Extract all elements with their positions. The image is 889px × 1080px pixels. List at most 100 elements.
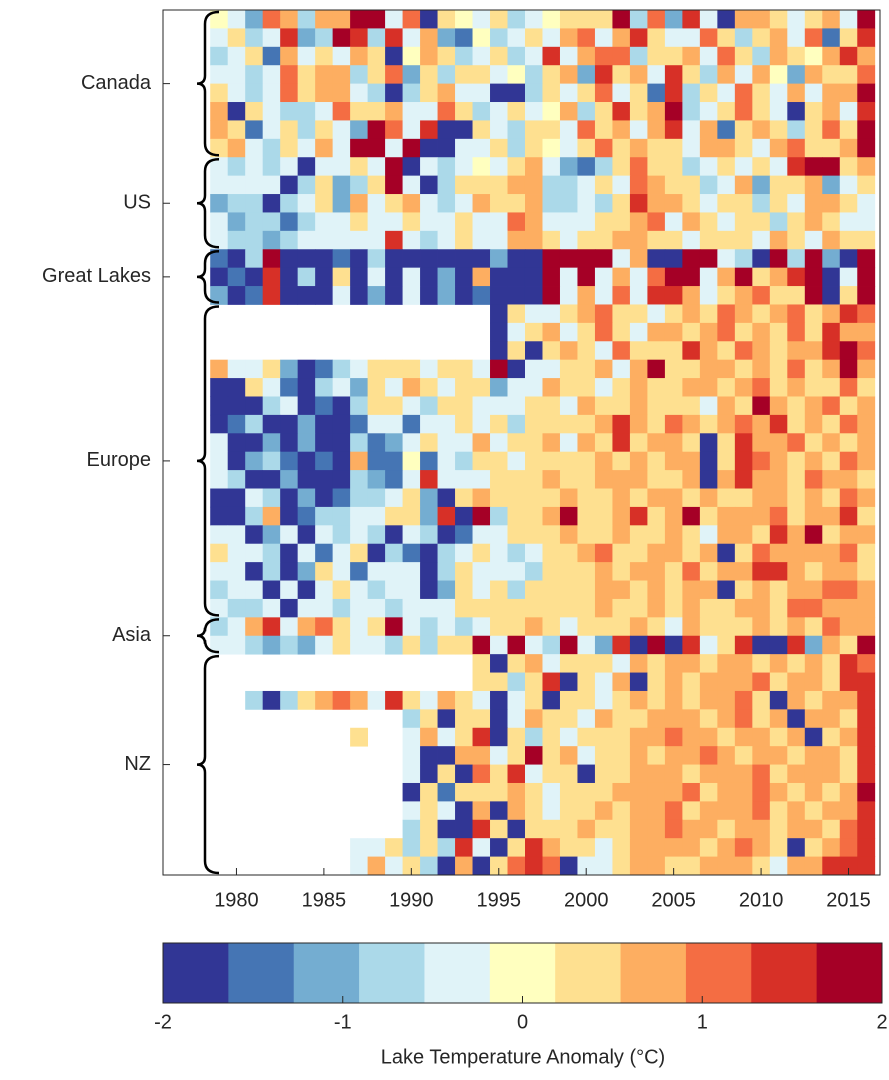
heat-cell xyxy=(857,83,876,103)
heat-cell xyxy=(559,782,578,802)
heat-cell xyxy=(420,194,438,213)
heat-cell xyxy=(822,672,841,692)
heat-cell xyxy=(297,83,316,103)
heat-cell xyxy=(682,249,701,269)
heat-cell xyxy=(594,764,613,784)
heat-cell xyxy=(297,470,316,489)
heat-cell xyxy=(734,212,753,232)
heat-cell xyxy=(804,433,823,453)
heat-cell xyxy=(787,782,806,802)
heat-cell xyxy=(332,470,351,489)
heat-cell xyxy=(542,746,561,765)
heat-cell xyxy=(734,120,753,140)
heat-cell xyxy=(245,635,264,655)
heat-cell xyxy=(839,286,858,305)
heat-cell xyxy=(437,267,456,287)
heat-cell xyxy=(455,194,473,213)
heat-cell xyxy=(210,488,229,508)
heat-cell xyxy=(769,286,788,305)
heat-cell xyxy=(385,488,403,508)
heat-cell xyxy=(420,746,438,765)
heat-cell xyxy=(699,249,718,269)
heat-cell xyxy=(262,488,281,508)
heat-cell xyxy=(612,10,631,29)
heat-cell xyxy=(245,175,264,195)
heat-cell xyxy=(612,635,631,655)
heat-cell xyxy=(787,598,806,618)
heat-cell xyxy=(350,65,369,85)
heat-cell xyxy=(245,378,264,397)
heat-cell xyxy=(769,230,788,250)
heat-cell xyxy=(822,341,841,361)
colorbar-swatch xyxy=(424,943,491,1003)
x-tick-label: 1980 xyxy=(214,889,259,911)
heat-cell xyxy=(402,838,421,857)
heat-cell xyxy=(559,414,578,434)
heat-cell xyxy=(455,230,473,250)
heat-cell xyxy=(734,672,753,692)
heat-cell xyxy=(717,286,736,305)
heat-cell xyxy=(804,782,823,802)
heat-cell xyxy=(577,65,596,85)
heat-cell xyxy=(455,451,473,471)
heat-cell xyxy=(612,230,631,250)
heat-cell xyxy=(577,598,596,618)
heat-cell xyxy=(629,562,648,581)
heat-cell xyxy=(297,212,316,232)
heat-cell xyxy=(717,414,736,434)
heat-cell xyxy=(682,359,701,379)
heat-cell xyxy=(734,414,753,434)
heat-cell xyxy=(524,304,543,324)
heat-cell xyxy=(420,286,438,305)
heat-cell xyxy=(612,46,631,66)
heat-cell xyxy=(804,451,823,471)
heat-cell xyxy=(822,359,841,379)
heat-cell xyxy=(210,28,229,48)
heat-cell xyxy=(734,525,753,545)
heat-cell xyxy=(507,102,526,121)
heat-cell xyxy=(734,654,753,673)
heat-cell xyxy=(227,433,246,453)
heat-cell xyxy=(647,175,666,195)
heat-cell xyxy=(734,157,753,177)
heat-cell xyxy=(455,764,473,784)
heat-cell xyxy=(822,562,841,581)
heat-cell xyxy=(682,396,701,416)
heat-cell xyxy=(262,506,281,526)
heat-cell xyxy=(612,212,631,232)
heat-cell xyxy=(297,102,316,121)
heat-cell xyxy=(210,378,229,397)
heat-cell xyxy=(804,138,823,158)
heat-cell xyxy=(699,635,718,655)
heat-cell xyxy=(297,433,316,453)
heat-cell xyxy=(839,672,858,692)
heat-cell xyxy=(315,83,334,103)
heat-cell xyxy=(437,249,456,269)
heat-cell xyxy=(857,433,876,453)
heat-cell xyxy=(559,378,578,397)
heat-cell xyxy=(682,120,701,140)
heat-cell xyxy=(332,562,351,581)
heat-cell xyxy=(612,249,631,269)
heat-cell xyxy=(385,102,403,121)
heat-cell xyxy=(280,157,299,177)
heat-cell xyxy=(822,488,841,508)
heat-cell xyxy=(577,488,596,508)
heat-cell xyxy=(367,359,386,379)
heat-cell xyxy=(262,286,281,305)
heat-cell xyxy=(507,617,526,637)
heat-cell xyxy=(594,175,613,195)
heat-cell xyxy=(262,690,281,710)
heat-cell xyxy=(612,157,631,177)
heat-cell xyxy=(699,782,718,802)
heat-cell xyxy=(647,138,666,158)
heat-cell xyxy=(787,46,806,66)
heat-cell xyxy=(367,451,386,471)
heat-cell xyxy=(804,543,823,563)
heat-cell xyxy=(507,286,526,305)
heat-cell xyxy=(839,782,858,802)
heat-cell xyxy=(315,580,334,600)
heat-cell xyxy=(385,378,403,397)
heat-cell xyxy=(822,414,841,434)
heat-cell xyxy=(717,157,736,177)
